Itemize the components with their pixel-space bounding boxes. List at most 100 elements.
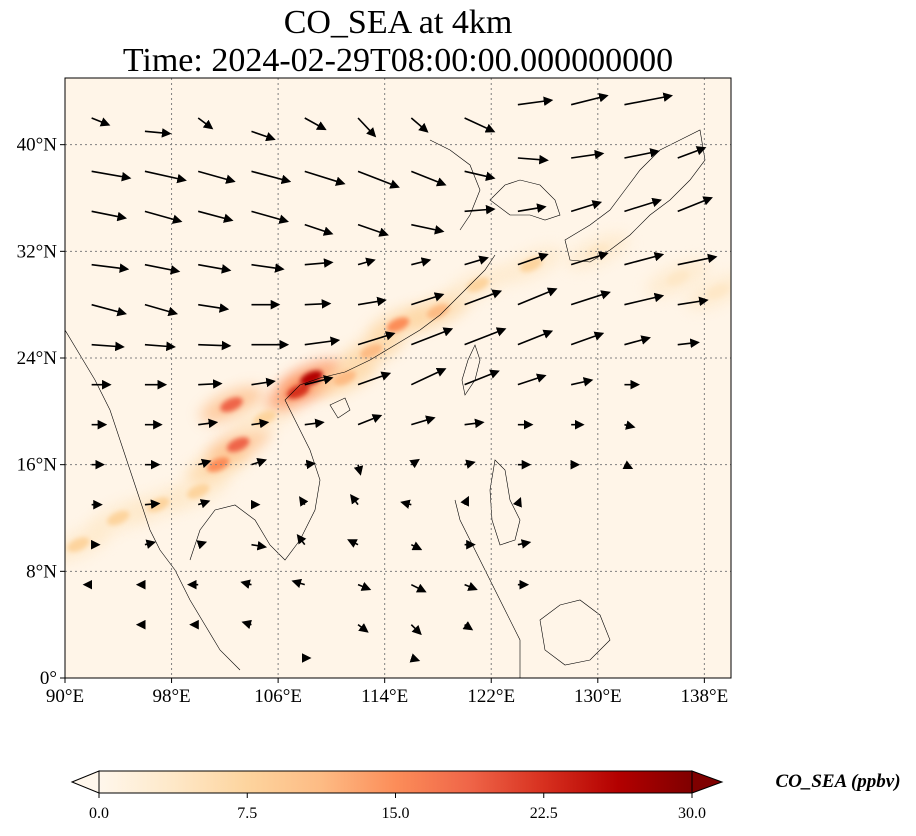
plume-core-15 bbox=[519, 257, 543, 273]
x-tick-label-3: 114°E bbox=[361, 686, 408, 707]
y-tick-label-4: 32°N bbox=[17, 241, 58, 262]
wind-arrow-61 bbox=[198, 340, 232, 351]
wind-arrow-136 bbox=[462, 621, 474, 631]
wind-arrow-116 bbox=[251, 540, 268, 551]
wind-arrow-78 bbox=[464, 369, 500, 386]
plume-core-4 bbox=[206, 457, 230, 473]
plume-core-13 bbox=[426, 303, 450, 319]
colorbar-tick-label-3: 22.5 bbox=[530, 805, 558, 822]
wind-arrow-119 bbox=[410, 541, 423, 551]
wind-arrow-18 bbox=[464, 170, 496, 181]
colorbar: 0.0 7.5 15.0 22.5 30.0 CO_SEA (ppbv) bbox=[70, 770, 901, 822]
plume-core-11 bbox=[360, 343, 383, 359]
wind-arrow-19 bbox=[517, 154, 549, 165]
wind-arrow-41 bbox=[411, 257, 432, 267]
wind-arrow-64 bbox=[357, 331, 396, 346]
wind-arrow-23 bbox=[91, 210, 127, 222]
wind-arrow-42 bbox=[464, 255, 489, 266]
wind-arrow-24 bbox=[144, 210, 183, 224]
wind-arrow-127 bbox=[357, 581, 372, 591]
wind-arrow-37 bbox=[198, 263, 232, 274]
coastline-hainan bbox=[329, 397, 351, 419]
x-axis-ticks: 90°E 98°E 106°E 114°E 122°E 130°E 138°E bbox=[46, 678, 728, 707]
colorbar-ticks: 0.0 7.5 15.0 22.5 30.0 bbox=[89, 793, 706, 822]
wind-arrow-12 bbox=[144, 170, 187, 184]
wind-arrow-5 bbox=[357, 117, 377, 138]
wind-arrow-79 bbox=[517, 373, 547, 386]
wind-arrow-103 bbox=[622, 460, 634, 470]
wind-arrow-59 bbox=[91, 341, 125, 352]
x-tick-label-0: 90°E bbox=[46, 686, 84, 707]
plume-core-6 bbox=[220, 397, 243, 413]
wind-arrow-44 bbox=[570, 251, 609, 266]
wind-arrow-135 bbox=[410, 624, 422, 636]
x-tick-label-5: 130°E bbox=[574, 686, 622, 707]
wind-arrow-133 bbox=[241, 619, 253, 630]
colorbar-tick-label-2: 15.0 bbox=[382, 805, 410, 822]
plume-core-0 bbox=[67, 537, 90, 553]
wind-arrow-39 bbox=[304, 258, 334, 268]
wind-arrow-43 bbox=[517, 252, 549, 266]
colorbar-bar bbox=[98, 770, 693, 794]
wind-arrow-121 bbox=[517, 539, 532, 549]
wind-arrow-95 bbox=[197, 458, 212, 469]
wind-arrow-105 bbox=[144, 499, 161, 509]
wind-arrow-66 bbox=[464, 327, 507, 346]
wind-arrow-47 bbox=[91, 303, 127, 317]
wind-arrow-68 bbox=[570, 331, 605, 346]
x-tick-label-2: 106°E bbox=[254, 686, 302, 707]
wind-arrow-11 bbox=[91, 170, 132, 182]
colorbar-label: CO_SEA (ppbv) bbox=[775, 771, 900, 792]
wind-arrow-98 bbox=[353, 464, 364, 476]
wind-arrow-67 bbox=[517, 329, 554, 346]
x-tick-label-6: 138°E bbox=[681, 686, 729, 707]
wind-arrow-118 bbox=[347, 539, 359, 548]
y-tick-label-0: 0° bbox=[40, 668, 57, 689]
wind-arrow-129 bbox=[464, 581, 478, 591]
wind-arrow-114 bbox=[144, 539, 157, 549]
wind-vectors bbox=[82, 92, 718, 663]
wind-arrow-46 bbox=[677, 253, 718, 266]
wind-arrow-69 bbox=[624, 335, 651, 346]
wind-arrow-33 bbox=[624, 197, 662, 213]
wind-arrow-17 bbox=[411, 170, 447, 187]
wind-arrow-35 bbox=[91, 263, 130, 273]
plume-core-14 bbox=[466, 277, 490, 293]
wind-arrow-49 bbox=[198, 303, 230, 313]
wind-arrow-1 bbox=[144, 128, 172, 138]
wind-arrow-65 bbox=[411, 327, 454, 346]
y-tick-label-3: 24°N bbox=[17, 348, 58, 369]
wind-arrow-84 bbox=[198, 418, 219, 429]
wind-arrow-86 bbox=[304, 418, 325, 429]
y-axis-ticks: 0° 8°N 16°N 24°N 32°N 40°N bbox=[17, 135, 65, 689]
wind-arrow-76 bbox=[357, 371, 392, 386]
x-tick-label-4: 122°E bbox=[467, 686, 515, 707]
chart-title-line2: Time: 2024-02-29T08:00:00.000000000 bbox=[123, 42, 673, 79]
wind-arrow-8 bbox=[517, 96, 554, 106]
wind-arrow-29 bbox=[411, 223, 445, 235]
wind-arrow-134 bbox=[357, 623, 369, 633]
wind-arrow-75 bbox=[304, 375, 334, 386]
wind-arrow-13 bbox=[197, 170, 236, 184]
wind-arrow-32 bbox=[570, 200, 603, 213]
plume-core-18 bbox=[706, 283, 729, 299]
coastline-korea bbox=[489, 179, 561, 221]
colorbar-extend-low bbox=[70, 770, 100, 794]
colorbar-extend-high bbox=[691, 770, 724, 794]
wind-arrow-25 bbox=[197, 210, 234, 223]
chart-title-line1: CO_SEA at 4km bbox=[284, 4, 513, 41]
wind-arrow-85 bbox=[251, 418, 270, 429]
wind-arrow-52 bbox=[357, 296, 387, 307]
wind-arrow-20 bbox=[571, 149, 605, 160]
y-tick-label-2: 16°N bbox=[17, 455, 58, 476]
wind-arrow-30 bbox=[464, 204, 496, 215]
plume-core-1 bbox=[107, 510, 130, 526]
plume-core-3 bbox=[186, 483, 210, 499]
wind-arrow-3 bbox=[251, 130, 276, 142]
wind-arrow-34 bbox=[677, 196, 713, 213]
wind-arrow-45 bbox=[624, 251, 665, 266]
wind-arrow-112 bbox=[512, 496, 522, 508]
plume-core-8 bbox=[286, 383, 310, 399]
wind-arrow-21 bbox=[624, 148, 660, 159]
y-tick-label-1: 8°N bbox=[26, 561, 57, 582]
